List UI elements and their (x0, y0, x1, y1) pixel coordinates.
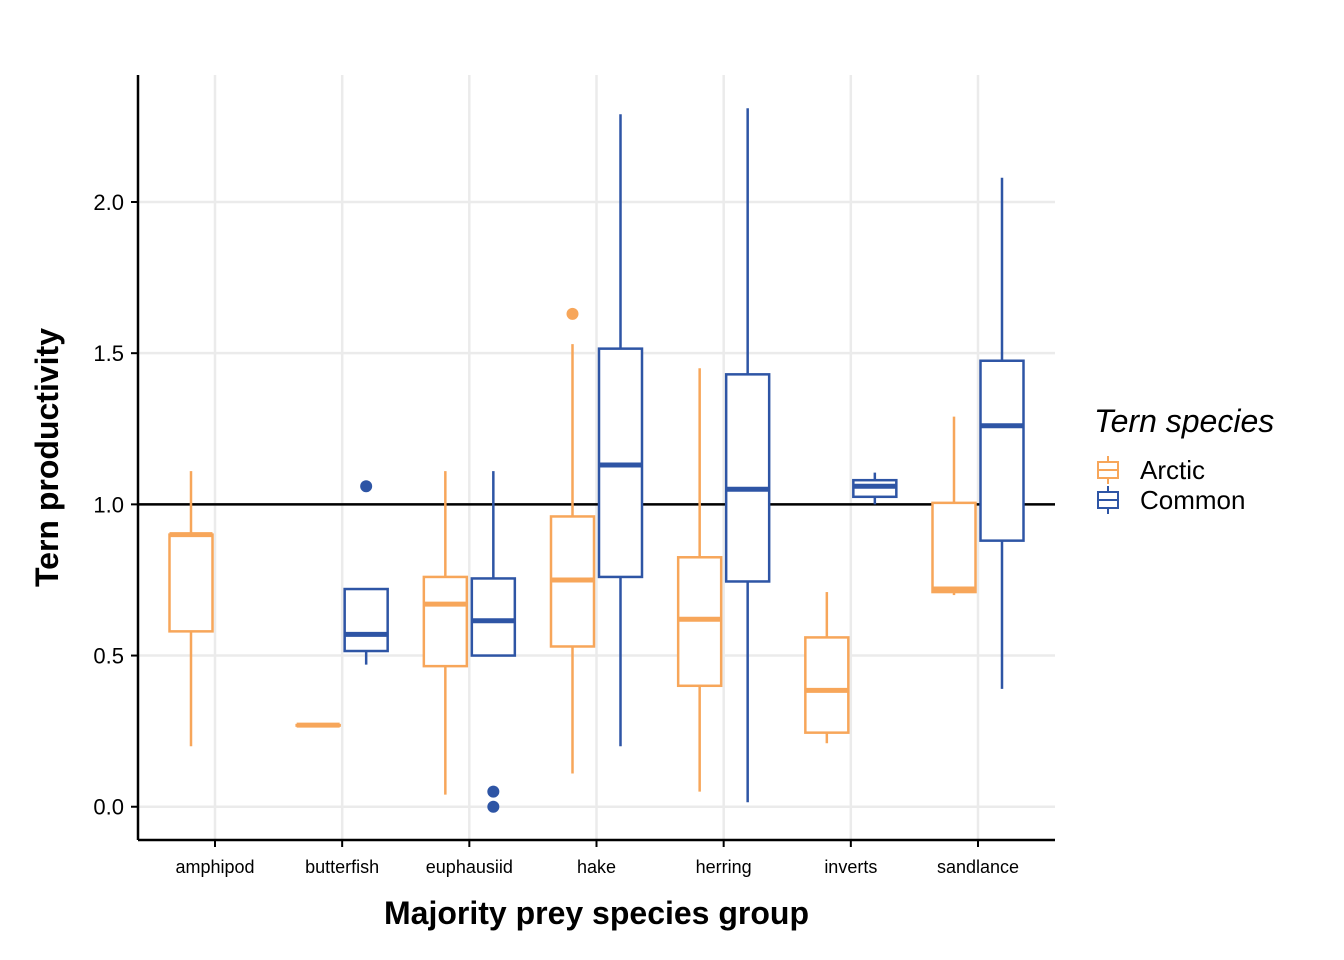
box-iqr (979, 359, 1025, 542)
box-iqr (724, 373, 771, 583)
legend-item-arctic: Arctic (1097, 455, 1205, 485)
x-tick-label-inverts: inverts (824, 857, 877, 877)
x-tick-label-herring: herring (696, 857, 752, 877)
box-arctic-herring (676, 368, 723, 792)
legend-item-common: Common (1097, 485, 1245, 515)
x-axis-title: Majority prey species group (384, 895, 809, 931)
box-common-hake (597, 114, 644, 747)
x-tick-label-hake: hake (577, 857, 616, 877)
outlier-point (360, 480, 373, 493)
outlier-point (487, 800, 500, 813)
legend-label: Arctic (1140, 455, 1205, 485)
box-iqr (343, 587, 389, 653)
legend-title: Tern species (1094, 403, 1274, 439)
box-common-euphausiid (470, 471, 517, 813)
box-iqr (422, 575, 469, 668)
box-arctic-hake (549, 307, 596, 774)
y-tick-label: 0.5 (93, 644, 124, 669)
y-tick-label: 1.5 (93, 341, 124, 366)
box-arctic-euphausiid (422, 471, 469, 795)
box-common-butterfish (343, 480, 389, 665)
box-arctic-butterfish (295, 722, 341, 728)
box-common-sandlance (979, 177, 1025, 689)
y-tick-label: 2.0 (93, 190, 124, 215)
x-tick-label-butterfish: butterfish (305, 857, 379, 877)
boxes (168, 108, 1025, 813)
box-common-herring (724, 108, 771, 803)
x-tick-label-sandlance: sandlance (937, 857, 1019, 877)
box-iqr (931, 501, 977, 594)
outlier-point (566, 307, 579, 320)
legend-label: Common (1140, 485, 1245, 515)
outlier-point (487, 785, 500, 798)
y-tick-label: 0.0 (93, 795, 124, 820)
box-iqr (168, 533, 214, 633)
box-common-inverts (852, 472, 898, 505)
box-arctic-inverts (804, 592, 850, 744)
box-arctic-amphipod (168, 471, 214, 747)
box-iqr (804, 636, 850, 734)
box-iqr (470, 577, 517, 657)
box-arctic-sandlance (931, 416, 977, 596)
y-tick-label: 1.0 (93, 492, 124, 517)
y-axis-title: Tern productivity (29, 328, 65, 587)
x-tick-label-amphipod: amphipod (175, 857, 254, 877)
x-tick-label-euphausiid: euphausiid (426, 857, 513, 877)
grid (138, 75, 1055, 840)
ticks: 0.0 0.5 1.0 1.5 2.0 amphipod butterfish euphaus… (93, 190, 1019, 877)
